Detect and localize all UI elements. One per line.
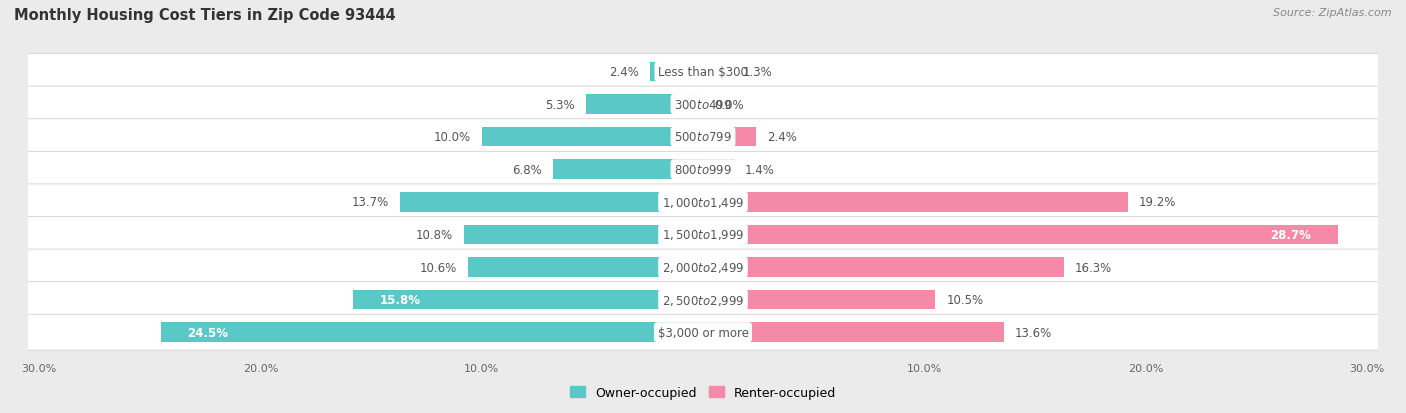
Bar [703, 192, 1128, 212]
Text: 2.4%: 2.4% [768, 131, 797, 144]
FancyBboxPatch shape [27, 87, 1379, 123]
FancyBboxPatch shape [27, 119, 1379, 155]
Bar [160, 323, 703, 342]
Bar [553, 160, 703, 180]
Text: 24.5%: 24.5% [187, 326, 228, 339]
Text: 0.0%: 0.0% [714, 98, 744, 112]
Bar [399, 192, 703, 212]
Bar [353, 290, 703, 310]
Text: $2,500 to $2,999: $2,500 to $2,999 [662, 293, 744, 307]
Text: 19.2%: 19.2% [1139, 196, 1177, 209]
Bar [650, 62, 703, 82]
FancyBboxPatch shape [27, 217, 1379, 253]
Bar [703, 160, 734, 180]
Text: $300 to $499: $300 to $499 [673, 98, 733, 112]
Text: $1,500 to $1,999: $1,500 to $1,999 [662, 228, 744, 242]
Bar [586, 95, 703, 114]
Text: 10.0%: 10.0% [433, 131, 471, 144]
Text: Less than $300: Less than $300 [658, 66, 748, 79]
Legend: Owner-occupied, Renter-occupied: Owner-occupied, Renter-occupied [565, 381, 841, 404]
Text: 15.8%: 15.8% [380, 293, 420, 306]
FancyBboxPatch shape [27, 249, 1379, 285]
Text: 16.3%: 16.3% [1074, 261, 1112, 274]
Text: Source: ZipAtlas.com: Source: ZipAtlas.com [1274, 8, 1392, 18]
Text: 28.7%: 28.7% [1271, 228, 1312, 241]
FancyBboxPatch shape [27, 282, 1379, 318]
Text: 13.7%: 13.7% [352, 196, 389, 209]
Bar [703, 258, 1064, 277]
Text: 1.4%: 1.4% [745, 164, 775, 176]
Text: $500 to $799: $500 to $799 [673, 131, 733, 144]
FancyBboxPatch shape [27, 185, 1379, 220]
Text: $2,000 to $2,499: $2,000 to $2,499 [662, 261, 744, 274]
Text: 10.8%: 10.8% [416, 228, 453, 241]
Text: $3,000 or more: $3,000 or more [658, 326, 748, 339]
Bar [703, 323, 1004, 342]
Text: 1.3%: 1.3% [742, 66, 772, 79]
Bar [703, 225, 1339, 244]
Text: $800 to $999: $800 to $999 [673, 164, 733, 176]
FancyBboxPatch shape [27, 55, 1379, 90]
Bar [703, 128, 756, 147]
Bar [468, 258, 703, 277]
Bar [482, 128, 703, 147]
Bar [703, 62, 731, 82]
Text: 6.8%: 6.8% [512, 164, 541, 176]
Text: $1,000 to $1,499: $1,000 to $1,499 [662, 195, 744, 209]
FancyBboxPatch shape [27, 315, 1379, 350]
Bar [703, 290, 935, 310]
Text: 2.4%: 2.4% [609, 66, 638, 79]
Text: Monthly Housing Cost Tiers in Zip Code 93444: Monthly Housing Cost Tiers in Zip Code 9… [14, 8, 395, 23]
Text: 10.6%: 10.6% [420, 261, 457, 274]
Text: 5.3%: 5.3% [546, 98, 575, 112]
Text: 10.5%: 10.5% [946, 293, 984, 306]
FancyBboxPatch shape [27, 152, 1379, 188]
Text: 13.6%: 13.6% [1015, 326, 1052, 339]
Bar [464, 225, 703, 244]
